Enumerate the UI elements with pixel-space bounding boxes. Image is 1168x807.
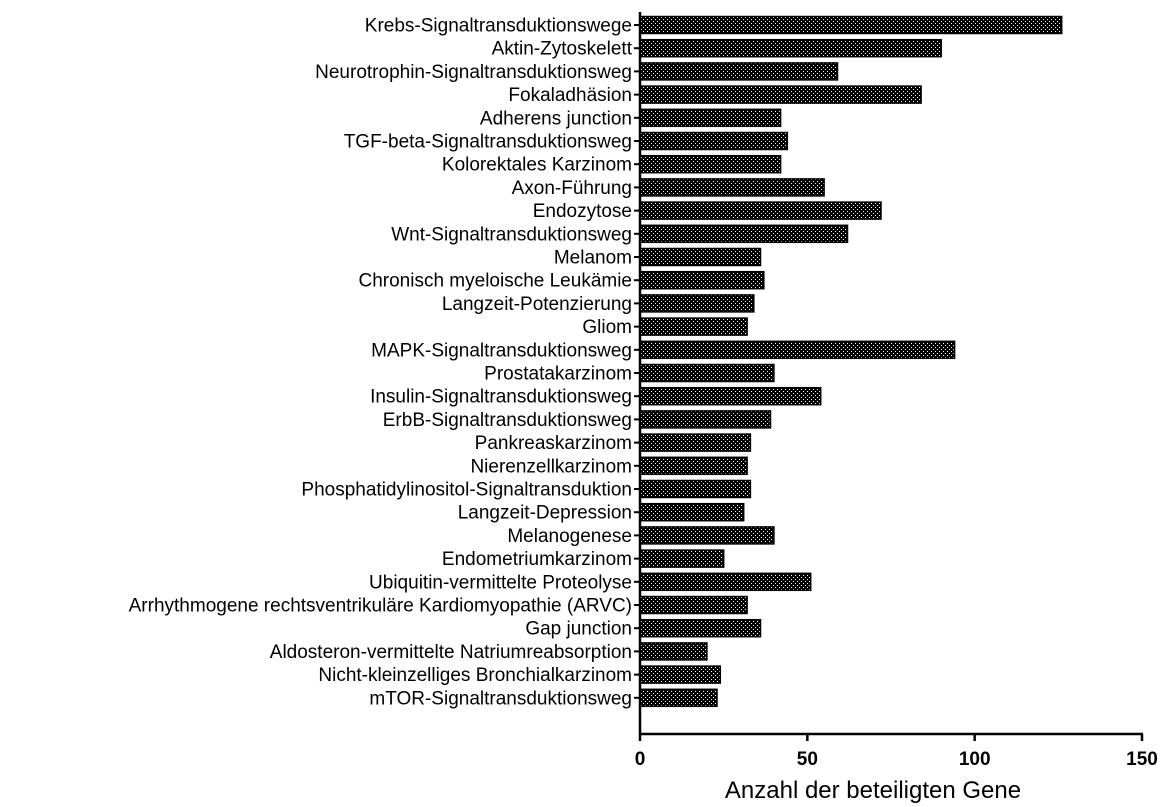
bar [639, 131, 789, 151]
category-label: Nierenzellkarzinom [470, 456, 632, 477]
category-label: Kolorektales Karzinom [442, 155, 632, 176]
category-label: Fokaladhäsion [508, 85, 632, 106]
bar [639, 526, 775, 545]
category-label: Insulin-Signaltransduktionsweg [370, 387, 632, 408]
bar [639, 224, 849, 244]
category-label: Gap junction [525, 619, 632, 640]
category-label: Axon-Führung [512, 178, 632, 199]
category-label: Langzeit-Depression [458, 503, 632, 524]
bar [639, 270, 765, 290]
bar [639, 294, 755, 313]
category-label: Arrhythmogene rechtsventrikuläre Kardiom… [129, 596, 632, 617]
bar [639, 665, 722, 684]
bar [639, 62, 839, 81]
bar [639, 317, 748, 336]
x-tick-label: 100 [959, 749, 991, 770]
bar [639, 108, 782, 128]
bar [639, 386, 822, 406]
category-label: Pankreaskarzinom [475, 433, 632, 454]
x-axis-title: Anzahl der beteiligten Gene [725, 777, 1021, 804]
bar [639, 456, 748, 476]
category-label: Neurotrophin-Signaltransduktionsweg [315, 62, 632, 83]
bar [639, 549, 725, 568]
x-tick-label: 50 [797, 749, 818, 770]
category-labels: Krebs-SignaltransduktionswegeAktin-Zytos… [129, 16, 633, 710]
bar [639, 178, 825, 197]
category-label: Chronisch myeloische Leukämie [358, 271, 632, 292]
category-label: TGF-beta-Signaltransduktionsweg [344, 132, 632, 153]
bar [639, 201, 882, 220]
category-label: Adherens junction [480, 108, 632, 129]
category-label: Aldosteron-vermittelte Natriumreabsorpti… [270, 642, 632, 663]
bar [639, 688, 718, 708]
category-label: Wnt-Signaltransduktionsweg [391, 224, 632, 245]
bar [639, 363, 775, 383]
bar [639, 340, 956, 360]
bar [639, 154, 782, 174]
category-label: MAPK-Signaltransduktionsweg [371, 340, 632, 361]
category-label: Gliom [582, 317, 632, 338]
category-label: Melanom [554, 248, 632, 269]
bar [639, 642, 708, 661]
category-label: Endometriumkarzinom [442, 549, 632, 570]
y-axis [634, 12, 642, 734]
bar [639, 595, 748, 615]
category-label: Endozytose [533, 201, 632, 222]
bar [639, 410, 772, 429]
category-label: mTOR-Signaltransduktionsweg [369, 688, 632, 709]
bar [639, 618, 762, 638]
bar [639, 38, 942, 58]
x-tick-label: 0 [635, 749, 646, 770]
category-label: Langzeit-Potenzierung [442, 294, 632, 315]
bar [639, 479, 752, 499]
bar [639, 572, 812, 592]
x-tick-label: 150 [1126, 749, 1158, 770]
x-axis: 0 50 100 150 [635, 732, 1158, 770]
bars-group [639, 15, 1063, 708]
category-label: Melanogenese [507, 526, 632, 547]
category-label: Phosphatidylinositol-Signaltransduktion [301, 480, 632, 501]
bar [639, 85, 922, 104]
category-label: Aktin-Zytoskelett [492, 39, 633, 60]
bar [639, 247, 762, 267]
category-label: Nicht-kleinzelliges Bronchialkarzinom [318, 665, 632, 686]
category-label: ErbB-Signaltransduktionsweg [383, 410, 632, 431]
bar [639, 502, 745, 522]
category-label: Prostatakarzinom [484, 364, 632, 385]
bar [639, 15, 1063, 35]
bar [639, 433, 752, 452]
category-label: Ubiquitin-vermittelte Proteolyse [369, 572, 632, 593]
category-label: Krebs-Signaltransduktionswege [365, 16, 632, 37]
